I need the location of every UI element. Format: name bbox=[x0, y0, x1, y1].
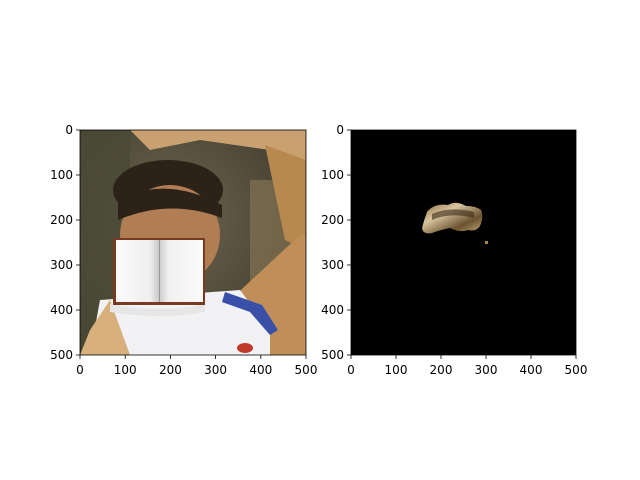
left-x-tick-label: 300 bbox=[204, 363, 227, 377]
left-y-tick-label: 500 bbox=[50, 348, 73, 362]
right-y-tick-label: 300 bbox=[321, 258, 344, 272]
left-y-tick-label: 200 bbox=[50, 213, 73, 227]
right-y-tick-label: 100 bbox=[321, 168, 344, 182]
mask-region bbox=[422, 202, 483, 234]
mask-speck bbox=[485, 241, 488, 244]
left-x-tick-label: 200 bbox=[159, 363, 182, 377]
right-y-tick-label: 200 bbox=[321, 213, 344, 227]
right-x-tick-label: 100 bbox=[385, 363, 408, 377]
book-left-page bbox=[116, 240, 159, 302]
book-shadow bbox=[110, 304, 205, 316]
left-image-panel bbox=[80, 130, 306, 355]
left-y-tick-label: 400 bbox=[50, 303, 73, 317]
left-y-tick-label: 100 bbox=[50, 168, 73, 182]
right-x-tick-label: 300 bbox=[475, 363, 498, 377]
right-y-tick-label: 500 bbox=[321, 348, 344, 362]
right-x-tick-label: 200 bbox=[430, 363, 453, 377]
left-y-tick-label: 300 bbox=[50, 258, 73, 272]
right-x-tick-label: 500 bbox=[565, 363, 588, 377]
book-right-page bbox=[160, 240, 203, 302]
left-x-tick-label: 400 bbox=[249, 363, 272, 377]
left-axes-frame bbox=[79, 129, 307, 356]
right-x-tick-label: 400 bbox=[520, 363, 543, 377]
book-image bbox=[113, 238, 205, 305]
right-axes-frame bbox=[350, 129, 577, 356]
jersey-trim bbox=[222, 292, 278, 335]
right-y-tick-label: 0 bbox=[336, 123, 344, 137]
right-x-tick-label: 0 bbox=[347, 363, 355, 377]
left-x-tick-label: 100 bbox=[114, 363, 137, 377]
jersey bbox=[90, 290, 270, 355]
left-x-tick-label: 500 bbox=[295, 363, 318, 377]
left-y-tick-label: 0 bbox=[65, 123, 73, 137]
left-x-tick-label: 0 bbox=[76, 363, 84, 377]
mask-background bbox=[351, 130, 576, 355]
right-image-panel bbox=[351, 130, 576, 355]
raised-arm bbox=[130, 130, 306, 165]
right-y-tick-label: 400 bbox=[321, 303, 344, 317]
